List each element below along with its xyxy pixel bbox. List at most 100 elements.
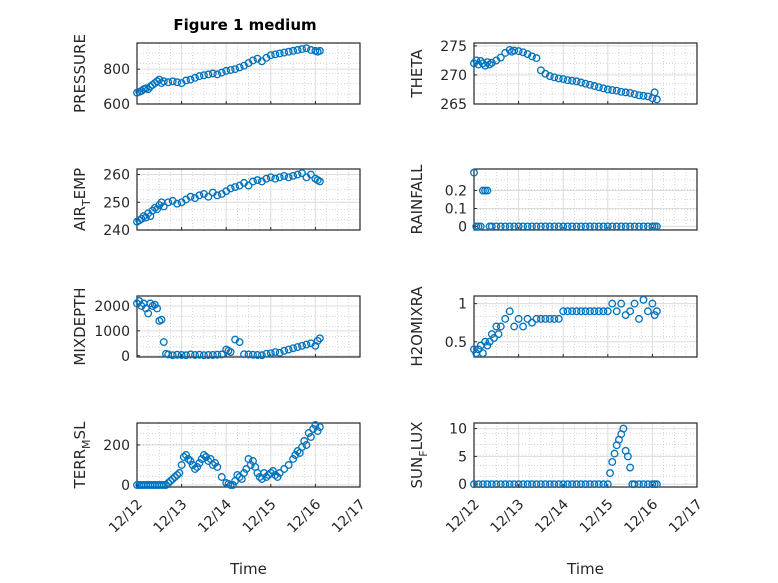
data-point bbox=[271, 174, 280, 183]
data-point bbox=[293, 447, 302, 455]
ytick-label: 0.2 bbox=[445, 184, 467, 200]
subplot-6: 0.5 1 H2OMIXRA bbox=[408, 286, 698, 367]
data-point bbox=[510, 322, 519, 331]
data-point bbox=[528, 480, 536, 489]
data-point bbox=[586, 222, 594, 231]
data-point bbox=[242, 465, 251, 473]
data-point bbox=[293, 46, 302, 54]
data-point bbox=[630, 480, 639, 489]
data-point bbox=[168, 351, 177, 360]
axes-box bbox=[136, 422, 361, 488]
xtick-label: 12/13 bbox=[151, 497, 191, 537]
data-point bbox=[505, 480, 514, 489]
ytick-label: 0 bbox=[458, 477, 467, 493]
data-point bbox=[168, 475, 177, 483]
data-point bbox=[650, 480, 659, 489]
ytick-label: 1000 bbox=[94, 324, 130, 340]
data-point bbox=[603, 222, 612, 231]
data-point bbox=[563, 480, 572, 489]
data-point bbox=[226, 66, 235, 74]
data-point bbox=[599, 480, 608, 489]
data-point bbox=[244, 181, 253, 190]
data-point bbox=[586, 480, 594, 489]
data-point bbox=[545, 222, 554, 231]
ytick-label: 240 bbox=[103, 223, 130, 239]
data-point bbox=[164, 350, 173, 359]
data-point bbox=[639, 222, 648, 231]
xtick-label: 12/15 bbox=[240, 497, 280, 537]
data-point bbox=[262, 349, 271, 358]
data-point bbox=[300, 437, 309, 445]
data-point bbox=[528, 222, 536, 231]
axes-box bbox=[136, 295, 361, 358]
data-point bbox=[311, 341, 320, 350]
data-point bbox=[478, 349, 487, 358]
data-point bbox=[492, 222, 501, 231]
data-point bbox=[519, 322, 528, 331]
data-point bbox=[559, 307, 568, 316]
data-point bbox=[612, 222, 621, 231]
data-point bbox=[213, 350, 222, 359]
data-point bbox=[472, 222, 481, 231]
data-point bbox=[523, 480, 532, 489]
data-point bbox=[586, 307, 594, 316]
data-point bbox=[608, 86, 617, 95]
data-point bbox=[528, 52, 536, 61]
data-point bbox=[166, 477, 175, 485]
ytick-label: 200 bbox=[103, 438, 130, 454]
data-point bbox=[304, 429, 313, 437]
data-point bbox=[545, 72, 554, 81]
data-point bbox=[563, 222, 572, 231]
data-point bbox=[159, 481, 168, 489]
data-point bbox=[568, 480, 577, 489]
data-point bbox=[204, 70, 213, 79]
data-point bbox=[217, 350, 226, 359]
data-point bbox=[541, 222, 550, 231]
data-point bbox=[231, 183, 240, 191]
data-point bbox=[217, 68, 226, 77]
data-point bbox=[652, 307, 661, 316]
data-point bbox=[293, 170, 302, 179]
data-point bbox=[271, 348, 280, 356]
data-point bbox=[184, 455, 193, 463]
data-point bbox=[186, 350, 195, 359]
axes-box bbox=[136, 168, 361, 231]
data-point bbox=[603, 85, 612, 94]
data-point bbox=[315, 334, 324, 343]
data-point bbox=[568, 307, 577, 316]
data-point bbox=[217, 473, 226, 481]
data-point bbox=[519, 48, 528, 57]
data-point bbox=[271, 50, 280, 59]
data-point bbox=[164, 198, 173, 207]
data-point bbox=[141, 304, 150, 313]
data-point bbox=[523, 50, 532, 58]
data-point bbox=[289, 46, 298, 55]
data-point bbox=[612, 86, 621, 95]
data-point bbox=[630, 299, 639, 308]
data-point bbox=[496, 322, 505, 331]
xtick-label: 12/17 bbox=[329, 497, 369, 537]
data-point bbox=[652, 222, 661, 231]
ytick-label: 5 bbox=[458, 449, 467, 465]
data-point bbox=[590, 480, 599, 489]
data-point bbox=[476, 222, 485, 231]
data-point bbox=[519, 480, 528, 489]
data-point bbox=[275, 469, 284, 477]
data-point bbox=[523, 314, 532, 323]
data-point bbox=[182, 451, 191, 459]
ylabel-4: RAINFALL bbox=[408, 164, 426, 235]
data-point bbox=[302, 44, 311, 53]
data-point bbox=[514, 314, 523, 323]
data-point bbox=[249, 177, 257, 186]
subplot-1: 600 800 PRESSURE bbox=[71, 34, 361, 113]
data-point bbox=[550, 314, 559, 323]
data-point bbox=[496, 53, 505, 62]
data-point bbox=[195, 191, 204, 200]
data-point bbox=[554, 74, 563, 83]
data-point bbox=[590, 222, 599, 231]
data-point bbox=[492, 322, 501, 331]
data-point bbox=[541, 480, 550, 489]
data-point bbox=[280, 346, 289, 355]
data-point bbox=[231, 65, 240, 74]
data-point bbox=[153, 304, 162, 313]
